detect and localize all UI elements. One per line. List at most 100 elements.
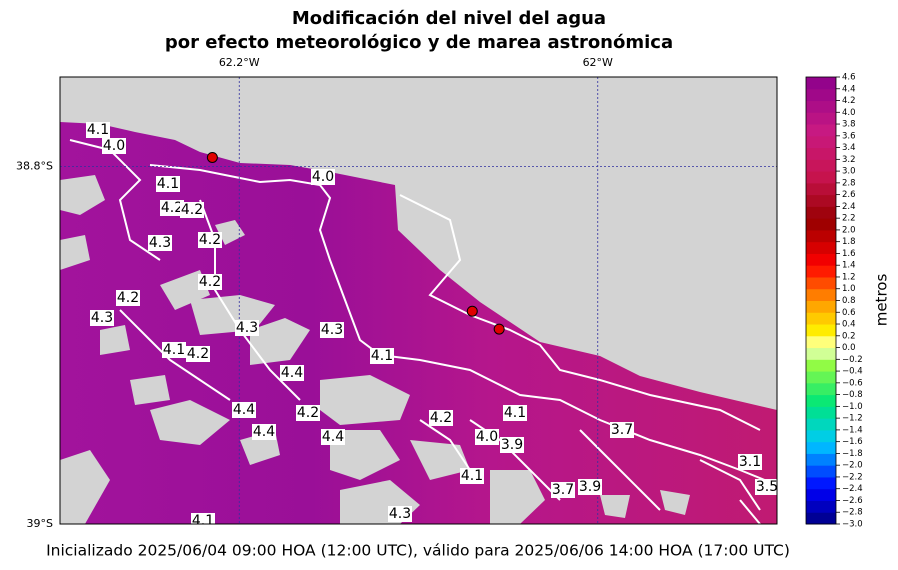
- contour-label: 3.5: [756, 479, 778, 495]
- contour-label-bg: [232, 402, 256, 418]
- colorbar-band: [806, 253, 836, 266]
- contour-labels: 4.04.04.14.14.24.24.24.34.34.24.24.34.14…: [86, 122, 778, 524]
- colorbar-band: [806, 112, 836, 125]
- colorbar-tick-label: 0.0: [842, 343, 856, 353]
- colorbar: −3.0 −2.8 −2.6 −2.4 −2.2−2.0 −1.8 −1.6 −1.4−1.2…: [806, 73, 863, 530]
- contour-label-bg: [388, 506, 412, 522]
- contour-label-bg: [90, 310, 114, 326]
- colorbar-tick-label: −3.0: [842, 520, 863, 530]
- station: [466, 305, 478, 317]
- contour-label: 4.0: [476, 429, 498, 445]
- colorbar-band: [806, 229, 836, 243]
- contour-label-bg: [235, 320, 259, 336]
- colorbar-band: [806, 206, 836, 219]
- contour-label: 4.1: [371, 348, 393, 364]
- colorbar-band: [806, 488, 836, 501]
- x-tick-label: 62°W: [583, 56, 613, 69]
- colorbar-band: [806, 453, 836, 466]
- contour-label: 4.0: [312, 169, 334, 185]
- colorbar-band: [806, 265, 836, 278]
- contour-label-bg: [156, 176, 180, 192]
- contour-label-bg: [162, 342, 186, 358]
- contour-label-bg: [321, 429, 345, 445]
- colorbar-tick-label: 1.8: [842, 237, 856, 247]
- contour-label-bg: [578, 479, 602, 495]
- colorbar-tick-label: 3.4: [842, 143, 856, 153]
- colorbar-tick-label: 1.4: [842, 261, 856, 271]
- colorbar-band: [806, 512, 836, 525]
- colorbar-band: [806, 359, 836, 372]
- contour-label-bg: [252, 424, 276, 440]
- colorbar-tick-label: 3.6: [842, 131, 856, 141]
- contour-label: 4.1: [157, 176, 179, 192]
- colorbar-tick-label: 1.2: [842, 272, 856, 282]
- contour-label: 4.2: [430, 410, 452, 426]
- contour-label: 4.4: [281, 365, 303, 381]
- contour-label: 4.4: [233, 402, 255, 418]
- contour-label-bg: [116, 290, 140, 306]
- colorbar-band: [806, 135, 836, 149]
- colorbar-band: [806, 394, 836, 407]
- colorbar-band: [806, 218, 836, 231]
- contour-label-bg: [86, 122, 110, 138]
- contour-label-bg: [191, 513, 215, 524]
- colorbar-band: [806, 335, 836, 349]
- colorbar-band: [806, 88, 836, 102]
- x-tick-label: 62.2°W: [219, 56, 260, 69]
- colorbar-tick-label: 4.2: [842, 96, 856, 106]
- colorbar-band: [806, 288, 836, 301]
- contour-label-bg: [198, 274, 222, 290]
- contour-label-bg: [500, 437, 524, 453]
- contour-label: 4.2: [199, 274, 221, 290]
- colorbar-band: [806, 465, 836, 478]
- colorbar-band: [806, 312, 836, 325]
- colorbar-band: [806, 147, 836, 160]
- colorbar-tick-label: 2.0: [842, 225, 856, 235]
- colorbar-band: [806, 171, 836, 184]
- colorbar-band: [806, 441, 836, 454]
- colorbar-tick-label: 2.6: [842, 190, 856, 200]
- colorbar-tick-label: −1.2: [842, 414, 863, 424]
- colorbar-tick-label: 4.4: [842, 84, 856, 94]
- map-area: 4.04.04.14.14.24.24.24.34.34.24.24.34.14…: [60, 77, 778, 524]
- stations: [206, 151, 505, 335]
- islands: [60, 175, 690, 524]
- contour-label: 4.1: [461, 468, 483, 484]
- contour-label: 4.3: [149, 235, 171, 251]
- colorbar-band: [806, 194, 836, 207]
- contour-label: 4.2: [161, 200, 183, 216]
- footer: Inicializado 2025/06/04 09:00 HOA (12:00…: [46, 542, 790, 560]
- colorbar-tick-label: 3.2: [842, 155, 856, 165]
- colorbar-tick-label: −2.4: [842, 484, 863, 494]
- contour-label-bg: [102, 138, 126, 154]
- colorbar-tick-label: −0.8: [842, 390, 863, 400]
- colorbar-tick-label: −2.2: [842, 472, 863, 482]
- contour-label-bg: [296, 405, 320, 421]
- contour-label-bg: [160, 200, 184, 216]
- contour-label: 4.2: [181, 202, 203, 218]
- contour-label: 3.9: [579, 479, 601, 495]
- colorbar-band: [806, 241, 836, 254]
- colorbar-tick-label: −1.4: [842, 425, 863, 435]
- contour-label-bg: [429, 410, 453, 426]
- colorbar-label: metros: [873, 274, 891, 327]
- colorbar-band: [806, 300, 836, 313]
- colorbar-tick-label: −0.6: [842, 378, 863, 388]
- graticule: [60, 77, 777, 524]
- colorbar-band: [806, 324, 836, 337]
- contour-label: 4.1: [163, 342, 185, 358]
- contour-label: 4.3: [91, 310, 113, 326]
- colorbar-tick-label: −2.8: [842, 508, 863, 518]
- colorbar-band: [806, 500, 836, 513]
- contour-label: 3.9: [501, 437, 523, 453]
- contour-label: 4.2: [199, 232, 221, 248]
- colorbar-tick-label: 2.8: [842, 178, 856, 188]
- y-tick-label: 38.8°S: [16, 159, 53, 172]
- contour-label: 3.7: [552, 482, 574, 498]
- colorbar-band: [806, 182, 836, 196]
- contour-label-bg: [186, 346, 210, 362]
- subtitle: por efecto meteorológico y de marea astr…: [165, 32, 673, 53]
- colorbar-tick-label: 4.0: [842, 108, 856, 118]
- colorbar-band: [806, 77, 836, 90]
- colorbar-frame: [805, 76, 837, 525]
